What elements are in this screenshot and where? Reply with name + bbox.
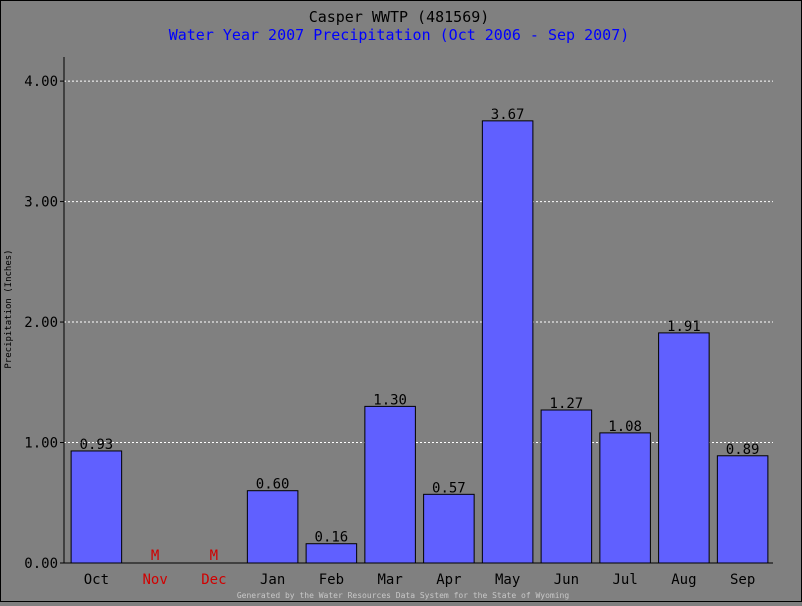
value-labels: 0.93 M M 0.60 0.16 1.30 0.57 3.67 1.27 1.08 1.91 0.… <box>80 107 760 564</box>
y-tick-label: 1.00 <box>24 436 58 452</box>
bars <box>70 120 769 564</box>
value-label-aug: 1.91 <box>667 319 701 335</box>
footer-credit: Generated by the Water Resources Data Sy… <box>237 591 570 600</box>
value-label-jul: 1.08 <box>608 419 642 435</box>
x-tick-label-dec: Dec <box>201 572 226 588</box>
value-label-jan: 0.60 <box>256 477 290 493</box>
x-tick-labels: Oct Nov Dec Jan Feb Mar Apr May Jun Jul Aug Sep <box>84 572 756 588</box>
bar-mar <box>364 405 416 564</box>
bar-oct <box>70 450 123 564</box>
x-tick-label-oct: Oct <box>84 572 109 588</box>
y-tick-label: 3.00 <box>24 195 58 211</box>
bar-may <box>481 120 534 564</box>
x-tick-label-apr: Apr <box>436 572 461 588</box>
value-label-jun: 1.27 <box>550 396 584 412</box>
missing-label-dec: M <box>210 548 218 564</box>
value-label-oct: 0.93 <box>80 437 114 453</box>
x-tick-label-feb: Feb <box>319 572 344 588</box>
y-tick-label: 4.00 <box>24 74 58 90</box>
bar-jul <box>599 432 651 564</box>
bar-apr <box>423 493 475 564</box>
x-tick-label-may: May <box>495 572 520 588</box>
x-tick-label-sep: Sep <box>730 572 755 588</box>
x-tick-label-jul: Jul <box>612 572 637 588</box>
x-tick-label-aug: Aug <box>671 572 696 588</box>
y-axis-label: Precipitation (Inches) <box>4 249 14 368</box>
bar-feb <box>305 543 358 564</box>
y-tick-labels: 0.00 1.00 2.00 3.00 4.00 <box>24 74 64 572</box>
value-label-apr: 0.57 <box>432 480 466 496</box>
x-tick-label-jan: Jan <box>260 572 285 588</box>
missing-label-nov: M <box>151 548 159 564</box>
bar-sep <box>716 455 769 564</box>
value-label-mar: 1.30 <box>373 392 407 408</box>
value-label-may: 3.67 <box>491 107 525 123</box>
x-tick-label-nov: Nov <box>142 572 167 588</box>
x-tick-label-jun: Jun <box>554 572 579 588</box>
chart-title: Casper WWTP (481569) <box>309 8 490 26</box>
bar-aug <box>658 332 710 564</box>
value-label-sep: 0.89 <box>726 442 760 458</box>
bar-jan <box>246 490 299 564</box>
value-label-feb: 0.16 <box>315 530 349 546</box>
y-tick-label: 0.00 <box>24 556 58 572</box>
y-tick-label: 2.00 <box>24 315 58 331</box>
x-tick-label-mar: Mar <box>377 572 402 588</box>
chart-subtitle: Water Year 2007 Precipitation (Oct 2006 … <box>169 26 630 44</box>
bar-jun <box>540 409 593 564</box>
